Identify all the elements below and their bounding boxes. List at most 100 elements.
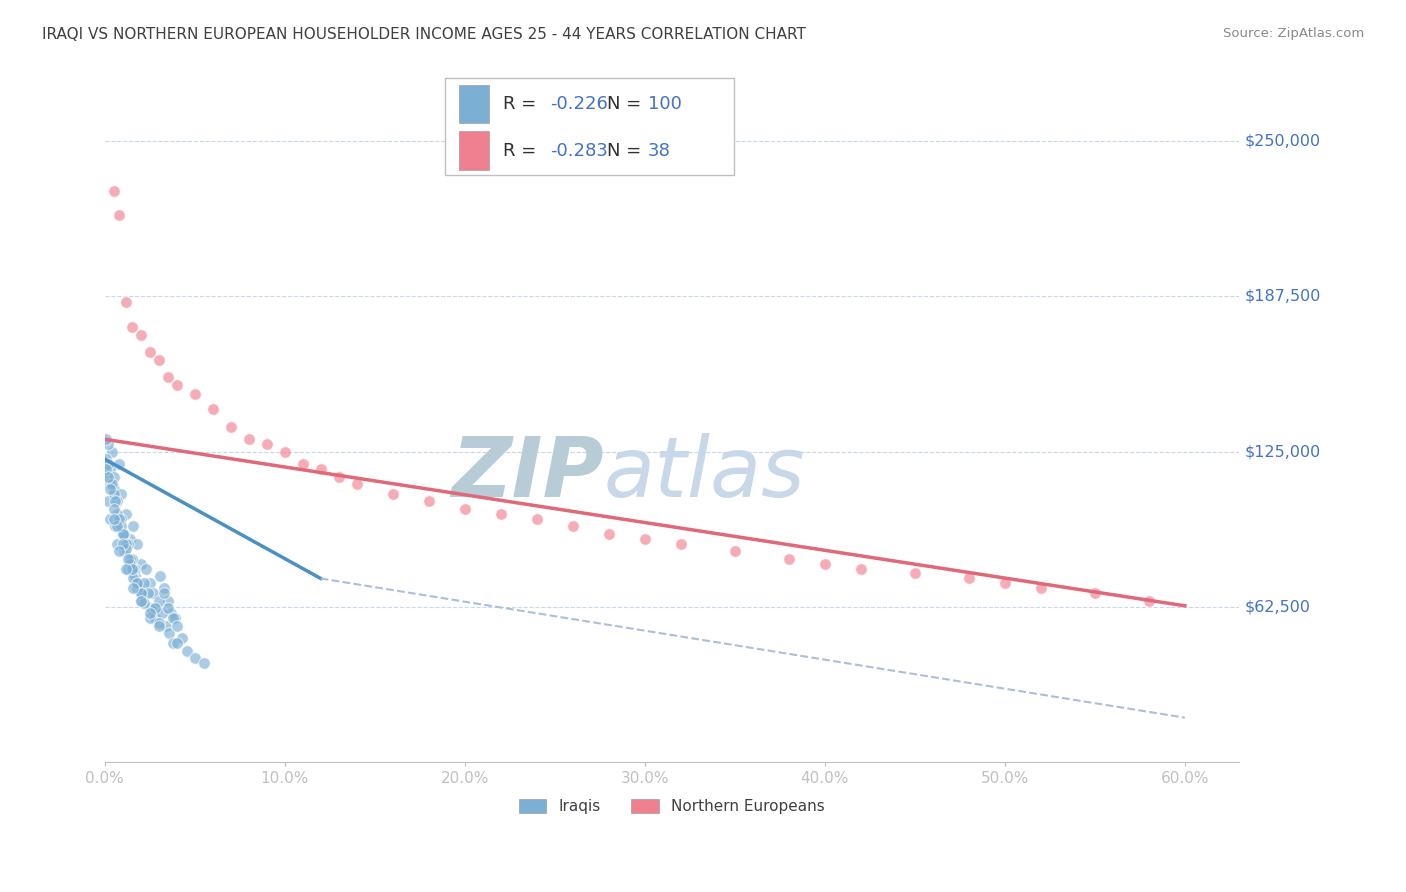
Point: [156, 370, 179, 384]
Point: [124, 561, 146, 575]
Legend: Iraqis, Northern Europeans: Iraqis, Northern Europeans: [512, 791, 832, 822]
Point: [489, 507, 512, 521]
Point: [96, 452, 118, 467]
Point: [129, 594, 152, 608]
Point: [328, 469, 350, 483]
Point: [155, 618, 177, 632]
Point: [129, 557, 152, 571]
Point: [166, 618, 188, 632]
Point: [143, 601, 166, 615]
Point: [346, 477, 368, 491]
Point: [141, 601, 163, 615]
Text: R =: R =: [503, 95, 541, 113]
Text: R =: R =: [503, 142, 541, 160]
Point: [166, 377, 188, 392]
Point: [129, 327, 152, 342]
Point: [118, 532, 141, 546]
Point: [148, 352, 170, 367]
Point: [1029, 582, 1052, 596]
Text: N =: N =: [607, 95, 647, 113]
Point: [1084, 586, 1107, 600]
Point: [117, 551, 139, 566]
Point: [97, 469, 120, 483]
Point: [146, 601, 169, 615]
Point: [138, 576, 160, 591]
Point: [111, 526, 134, 541]
Point: [138, 345, 160, 359]
Point: [153, 586, 176, 600]
Point: [159, 626, 181, 640]
Point: [183, 651, 205, 665]
Point: [114, 526, 136, 541]
Point: [108, 457, 131, 471]
Text: $62,500: $62,500: [1244, 599, 1310, 615]
Point: [136, 586, 159, 600]
Point: [162, 636, 184, 650]
Point: [162, 611, 184, 625]
Point: [121, 551, 143, 566]
Point: [105, 507, 128, 521]
Point: [97, 437, 120, 451]
Point: [125, 536, 148, 550]
Point: [96, 432, 118, 446]
Point: [138, 611, 160, 625]
Point: [134, 596, 156, 610]
Point: [128, 576, 150, 591]
Point: [118, 557, 141, 571]
Point: [724, 544, 747, 558]
Point: [309, 462, 332, 476]
Point: [148, 618, 170, 632]
Point: [105, 536, 128, 550]
Point: [103, 469, 125, 483]
Point: [97, 457, 120, 471]
Text: $125,000: $125,000: [1244, 444, 1320, 459]
Point: [160, 607, 183, 621]
Point: [117, 536, 139, 550]
Point: [778, 551, 800, 566]
Point: [138, 607, 160, 621]
Point: [561, 519, 583, 533]
Point: [148, 594, 170, 608]
Text: -0.226: -0.226: [550, 95, 609, 113]
Point: [101, 477, 124, 491]
Point: [124, 569, 146, 583]
Point: [148, 616, 170, 631]
Point: [110, 487, 132, 501]
Point: [104, 519, 127, 533]
Point: [104, 494, 127, 508]
Point: [108, 512, 131, 526]
Point: [103, 487, 125, 501]
Point: [122, 519, 145, 533]
Point: [121, 551, 143, 566]
Point: [166, 636, 188, 650]
Point: [96, 462, 118, 476]
Point: [108, 544, 131, 558]
Text: IRAQI VS NORTHERN EUROPEAN HOUSEHOLDER INCOME AGES 25 - 44 YEARS CORRELATION CHA: IRAQI VS NORTHERN EUROPEAN HOUSEHOLDER I…: [42, 27, 806, 42]
Point: [176, 643, 198, 657]
Point: [957, 571, 980, 585]
Point: [135, 561, 157, 575]
Point: [219, 419, 242, 434]
Point: [598, 526, 620, 541]
Point: [122, 582, 145, 596]
Point: [115, 507, 138, 521]
Point: [105, 494, 128, 508]
Point: [121, 320, 143, 334]
Point: [201, 402, 224, 417]
Point: [103, 501, 125, 516]
Point: [418, 494, 440, 508]
Point: [111, 526, 134, 541]
FancyBboxPatch shape: [458, 131, 489, 170]
Text: 38: 38: [648, 142, 671, 160]
Point: [131, 586, 153, 600]
Text: $187,500: $187,500: [1244, 289, 1320, 304]
Point: [183, 387, 205, 401]
Point: [163, 611, 186, 625]
Point: [273, 444, 295, 458]
Point: [904, 566, 927, 581]
Point: [134, 576, 156, 591]
Point: [103, 184, 125, 198]
Text: atlas: atlas: [603, 434, 806, 515]
Point: [115, 561, 138, 575]
Point: [101, 444, 124, 458]
